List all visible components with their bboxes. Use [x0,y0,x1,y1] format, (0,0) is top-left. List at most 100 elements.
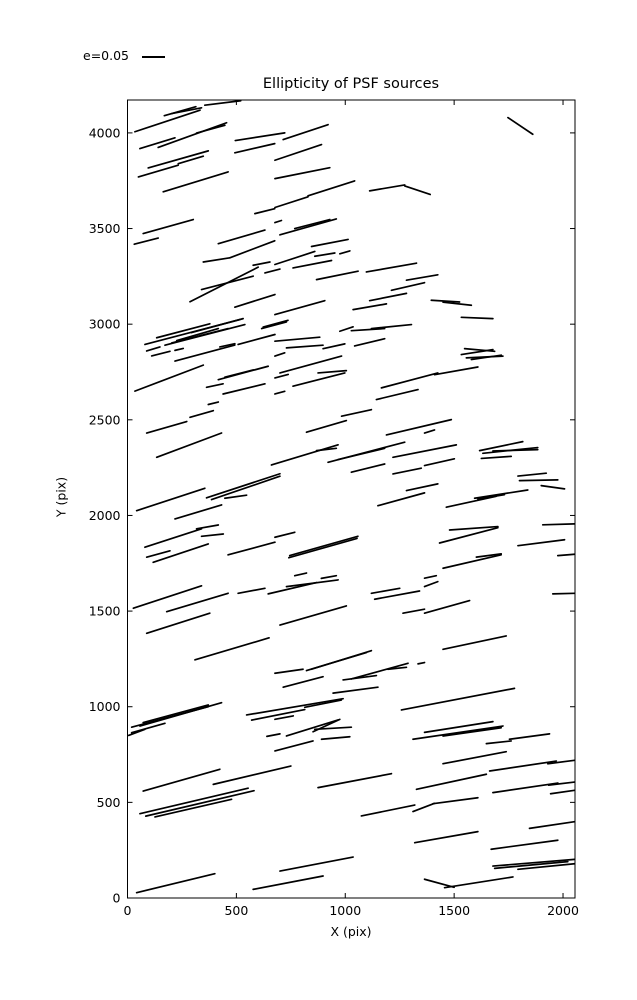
psf-ellipticity-segment [155,322,211,339]
psf-ellipticity-segment [165,592,229,613]
psf-ellipticity-segment [274,668,304,675]
psf-ellipticity-segment [305,419,348,434]
psf-ellipticity-segment [274,219,283,224]
psf-ellipticity-segment [415,773,488,791]
psf-ellipticity-segment [390,281,426,292]
psf-ellipticity-segment [195,124,226,134]
psf-ellipticity-segment [478,440,524,452]
psf-ellipticity-segment [245,697,344,716]
psf-ellipticity-segment [202,256,231,263]
psf-ellipticity-segment [274,390,286,395]
psf-ellipticity-segment [205,383,224,389]
psf-ellipticity-segment [517,472,548,477]
psf-ellipticity-segment [228,239,276,259]
psf-ellipticity-segment [493,860,569,870]
psf-ellipticity-segment [412,725,504,741]
psf-ellipticity-segment [403,185,432,196]
legend-sample-line [142,55,165,58]
psf-ellipticity-segment [317,369,348,374]
psf-ellipticity-segment [365,262,418,273]
psf-ellipticity-segment [556,553,576,557]
psf-ellipticity-segment [162,171,229,193]
psf-ellipticity-segment [423,878,455,889]
psf-ellipticity-segment [387,666,408,671]
psf-ellipticity-segment [293,572,308,577]
psf-ellipticity-segment [442,301,473,307]
psf-ellipticity-segment [322,343,346,350]
psf-ellipticity-segment [313,252,336,258]
psf-ellipticity-segment [546,759,576,765]
psf-ellipticity-segment [485,740,513,745]
y-tick-label: 1000 [89,699,121,714]
psf-ellipticity-segment [195,524,220,530]
psf-ellipticity-segment [288,535,359,557]
psf-ellipticity-segment [517,862,576,871]
psf-ellipticity-segment [200,275,254,291]
psf-ellipticity-segment [135,872,216,894]
psf-ellipticity-segment [285,579,339,588]
psf-ellipticity-segment [210,475,281,501]
y-tick-label: 3500 [89,221,121,236]
psf-ellipticity-segment [157,121,228,149]
psf-ellipticity-segment [207,401,220,406]
psf-ellipticity-segment [270,444,339,466]
psf-ellipticity-segment [445,495,498,509]
psf-ellipticity-segment [551,592,576,595]
psf-ellipticity-segment [307,180,356,197]
psf-ellipticity-segment [145,420,188,434]
psf-ellipticity-segment [174,344,236,362]
psf-ellipticity-segment [170,106,203,115]
psf-ellipticity-segment [127,728,146,737]
psf-ellipticity-segment [175,327,220,342]
psf-ellipticity-segment [460,348,494,356]
psf-ellipticity-segment [130,722,166,734]
psf-ellipticity-segment [413,830,479,844]
psf-ellipticity-segment [475,553,503,558]
psf-ellipticity-segment [274,250,316,266]
psf-ellipticity-segment [517,538,566,547]
psf-ellipticity-segment [266,733,281,738]
psf-ellipticity-segment [385,418,453,436]
psf-ellipticity-segment [470,354,503,361]
psf-ellipticity-segment [144,527,203,549]
psf-ellipticity-segment [402,608,426,615]
psf-ellipticity-segment [412,802,436,813]
psf-ellipticity-segment [423,574,438,580]
psf-ellipticity-segment [315,447,338,452]
psf-ellipticity-segment [518,479,559,482]
psf-ellipticity-segment [152,543,210,564]
psf-ellipticity-segment [473,489,529,500]
psf-ellipticity-segment [315,270,359,281]
axes-frame [127,99,576,899]
psf-ellipticity-segment [190,317,244,334]
psf-ellipticity-segment [174,347,185,352]
x-tick-label: 1000 [329,903,361,918]
psf-ellipticity-segment [490,839,559,851]
psf-ellipticity-segment [352,303,388,311]
psf-ellipticity-segment [370,323,413,330]
psf-ellipticity-segment [264,268,281,274]
psf-ellipticity-segment [279,218,338,236]
psf-ellipticity-segment [303,699,343,709]
psf-ellipticity-segment [350,463,386,474]
psf-ellipticity-segment [417,661,426,665]
legend: e=0.05 [83,48,165,63]
psf-ellipticity-segment [423,429,436,434]
psf-ellipticity-segment [492,782,559,794]
psf-ellipticity-segment [274,336,321,343]
psf-ellipticity-segment [234,132,286,142]
psf-ellipticity-segment [293,218,331,230]
x-tick-label: 0 [124,903,132,918]
psf-ellipticity-segment [392,444,458,459]
psf-ellipticity-segment [135,487,206,512]
chart-title: Ellipticity of PSF sources [262,76,440,92]
psf-ellipticity-segment [448,525,499,531]
psf-ellipticity-segment [170,327,229,344]
psf-ellipticity-segment [350,327,386,332]
psf-ellipticity-segment [274,740,314,752]
psf-ellipticity-segment [150,350,171,357]
psf-ellipticity-segment [262,319,289,328]
psf-ellipticity-segment [250,708,306,721]
psf-ellipticity-segment [488,760,558,772]
